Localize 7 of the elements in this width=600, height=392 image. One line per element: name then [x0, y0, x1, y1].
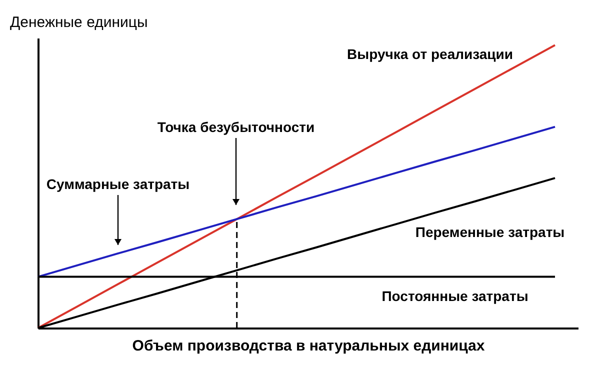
annotation: Точка безубыточности [157, 119, 315, 135]
series-label: Переменные затраты [415, 224, 565, 240]
text: Суммарные затраты [46, 176, 190, 192]
x-axis-title: Объем производства в натуральных единицах [132, 338, 486, 354]
series-label: Выручка от реализации [347, 46, 513, 62]
y-axis-title: Денежные единицы [10, 14, 148, 31]
series-label: Постоянные затраты [382, 288, 528, 304]
